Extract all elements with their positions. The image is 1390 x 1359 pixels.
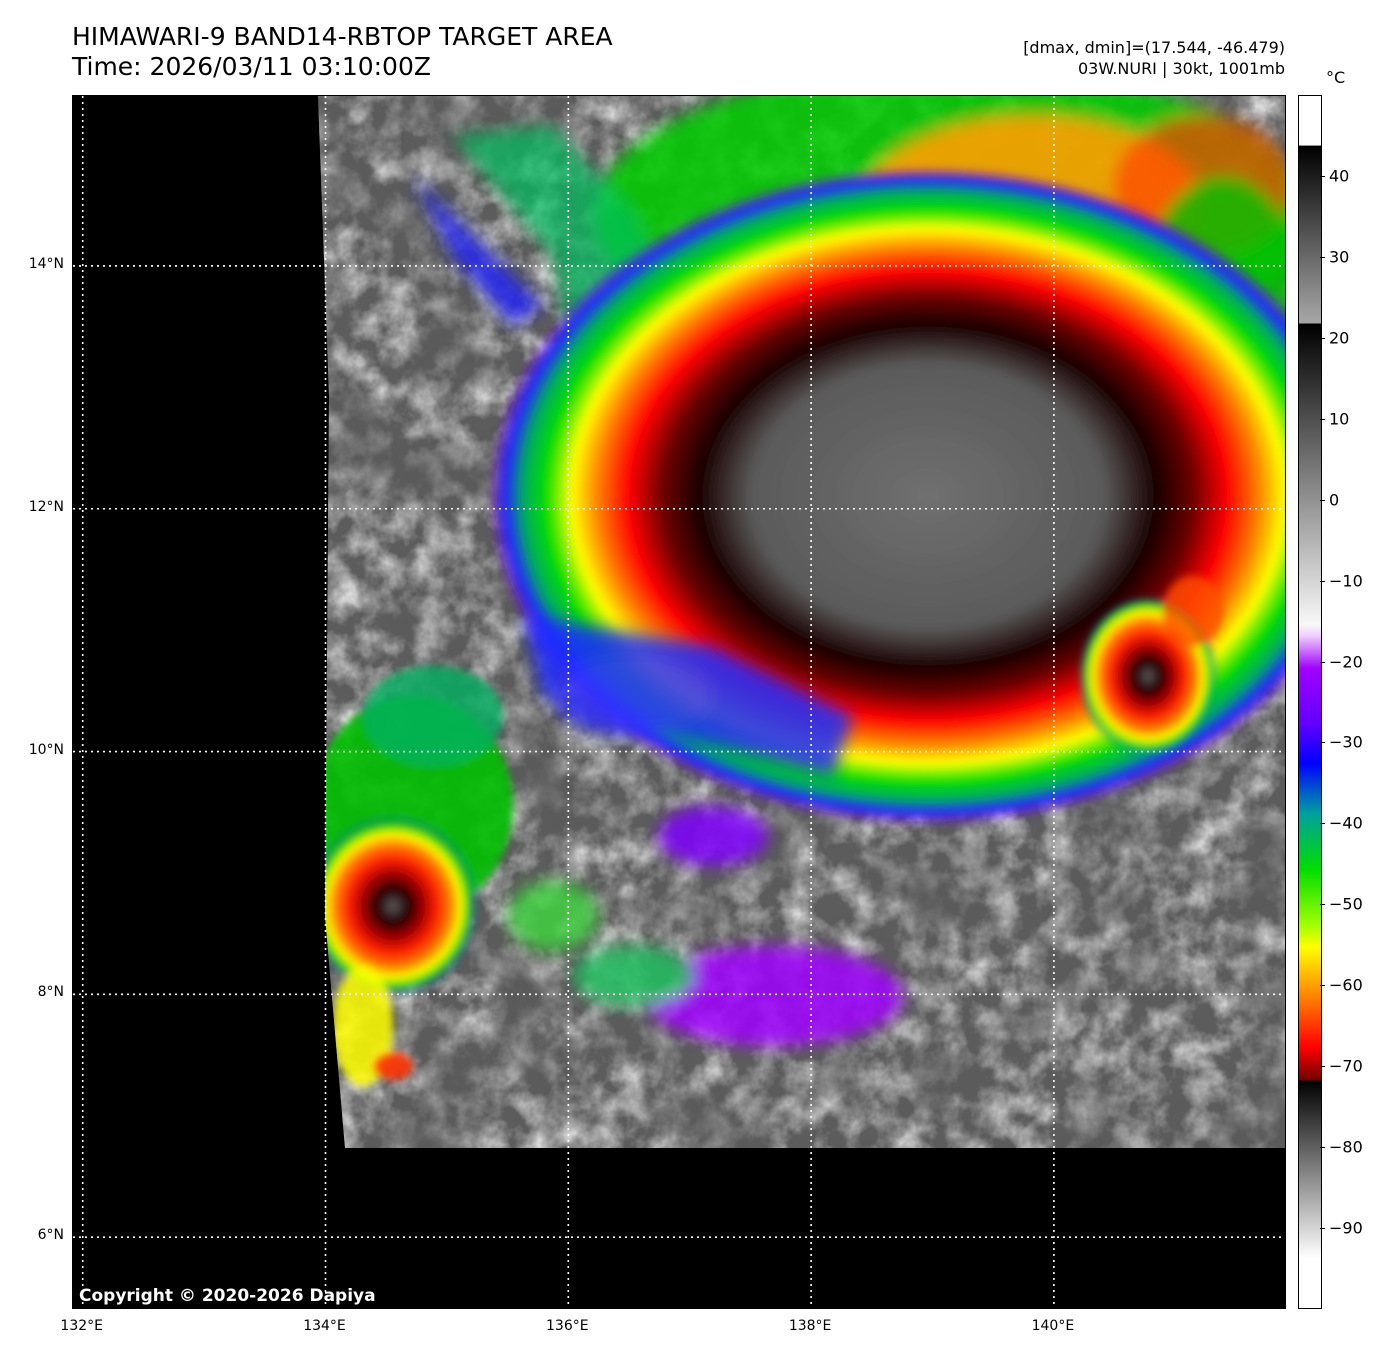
colorbar-tick-label: −80	[1329, 1137, 1363, 1157]
latitude-label: 12°N	[28, 498, 64, 515]
satellite-image-panel: Copyright © 2020-2026 Dapiya	[72, 95, 1286, 1309]
colorbar-tick-mark	[1320, 499, 1325, 501]
colorbar-tick-mark	[1320, 580, 1325, 582]
copyright-text: Copyright © 2020-2026 Dapiya	[79, 1286, 376, 1306]
colorbar-tick-mark	[1320, 175, 1325, 177]
storm-info: 03W.NURI | 30kt, 1001mb	[1077, 59, 1285, 78]
longitude-label: 134°E	[303, 1318, 346, 1334]
colorbar-tick-mark	[1320, 823, 1325, 825]
colorbar-tick-mark	[1320, 1228, 1325, 1230]
colorbar-tick-label: 40	[1329, 166, 1350, 186]
chart-title: HIMAWARI-9 BAND14-RBTOP TARGET AREA	[72, 22, 613, 51]
latitude-label: 6°N	[37, 1227, 64, 1244]
colorbar-tick-label: −50	[1329, 894, 1363, 914]
colorbar-unit: °C	[1326, 68, 1346, 87]
colorbar-tick-label: 30	[1329, 247, 1350, 267]
longitude-label: 136°E	[546, 1318, 589, 1334]
colorbar-tick-label: 20	[1329, 328, 1350, 348]
longitude-label: 132°E	[60, 1318, 103, 1334]
colorbar-tick-label: −70	[1329, 1056, 1363, 1076]
colorbar-tick-label: 10	[1329, 409, 1350, 429]
colorbar-tick-mark	[1320, 256, 1325, 258]
satellite-image: Copyright © 2020-2026 Dapiya	[73, 96, 1285, 1308]
colorbar-tick-label: 0	[1329, 490, 1340, 510]
longitude-label: 138°E	[788, 1318, 832, 1334]
latitude-label: 14°N	[28, 255, 64, 272]
colorbar-tick-label: −10	[1329, 571, 1363, 591]
colorbar	[1298, 95, 1322, 1309]
colorbar-tick-mark	[1320, 904, 1325, 906]
latitude-label: 8°N	[37, 984, 64, 1001]
range-info: [dmax, dmin]=(17.544, -46.479)	[1023, 38, 1285, 57]
colorbar-tick-mark	[1320, 337, 1325, 339]
colorbar-tick-mark	[1320, 1147, 1325, 1149]
colorbar-tick-label: −40	[1329, 813, 1363, 833]
longitude-label: 140°E	[1031, 1318, 1075, 1334]
colorbar-tick-mark	[1320, 742, 1325, 744]
latitude-label: 10°N	[28, 741, 64, 758]
observation-time: Time: 2026/03/11 03:10:00Z	[72, 52, 431, 81]
colorbar-tick-mark	[1320, 661, 1325, 663]
colorbar-tick-mark	[1320, 1066, 1325, 1068]
colorbar-tick-mark	[1320, 985, 1325, 987]
colorbar-tick-label: −30	[1329, 732, 1363, 752]
colorbar-tick-label: −20	[1329, 652, 1363, 672]
colorbar-tick-mark	[1320, 418, 1325, 420]
colorbar-tick-label: −90	[1329, 1218, 1363, 1238]
colorbar-tick-label: −60	[1329, 975, 1363, 995]
